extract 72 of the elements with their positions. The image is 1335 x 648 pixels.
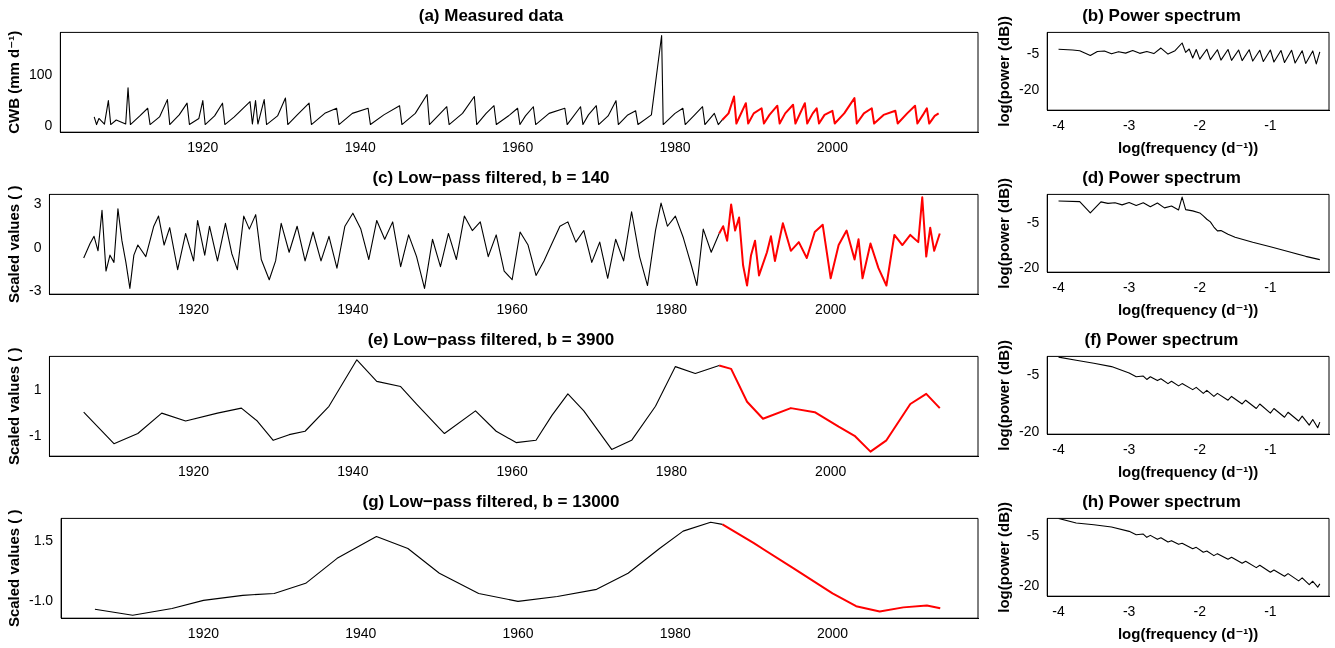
y-axis-title: Scaled values ( ) <box>5 509 23 628</box>
chart-title: (f) Power spectrum <box>1084 329 1239 349</box>
y-axis-title: log(power (dB)) <box>995 15 1013 127</box>
x-tick-label: 2000 <box>816 625 849 642</box>
x-tick-label: -4 <box>1052 279 1065 296</box>
chart-title: (b) Power spectrum <box>1082 5 1241 25</box>
x-tick-label: -4 <box>1052 603 1065 620</box>
x-tick-label: 1920 <box>187 139 219 156</box>
y-tick-label: -5 <box>1026 45 1040 62</box>
chart-title: (a) Measured data <box>418 5 564 25</box>
x-tick-label: -3 <box>1122 279 1136 296</box>
chart-title: (c) Low−pass filtered, b = 140 <box>372 167 610 187</box>
x-axis-title: log(frequency (d⁻¹)) <box>1117 301 1259 319</box>
y-axis-title: Scaled values ( ) <box>5 347 23 466</box>
x-tick-label: 1960 <box>502 625 534 642</box>
x-tick-label: -4 <box>1052 117 1065 134</box>
x-tick-label: 1940 <box>337 463 369 480</box>
x-tick-label: 1940 <box>337 301 369 318</box>
x-tick-label: -2 <box>1193 441 1207 458</box>
x-tick-label: 1960 <box>496 301 528 318</box>
x-tick-label: 1960 <box>502 139 534 156</box>
x-tick-label: -2 <box>1193 117 1207 134</box>
y-axis-title: log(power (dB)) <box>995 177 1013 289</box>
x-tick-label: 1980 <box>659 625 692 642</box>
y-tick-label: -1.0 <box>29 592 54 609</box>
y-tick-label: 1.5 <box>33 532 54 549</box>
x-tick-label: 1980 <box>655 301 688 318</box>
y-axis-title: Scaled values ( ) <box>5 185 23 304</box>
x-tick-label: 2000 <box>815 463 847 480</box>
y-tick-label: -20 <box>1019 576 1040 593</box>
x-tick-label: -3 <box>1122 117 1136 134</box>
x-tick-label: 1940 <box>344 139 376 156</box>
y-tick-label: -1 <box>29 426 42 443</box>
x-tick-label: 1920 <box>178 463 210 480</box>
x-tick-label: 2000 <box>815 301 847 318</box>
chart-title: (g) Low−pass filtered, b = 13000 <box>362 491 620 511</box>
y-tick-label: -5 <box>1026 366 1040 383</box>
y-axis-title: CWB (mm d⁻¹) <box>5 30 23 134</box>
y-tick-label: 0 <box>44 116 53 133</box>
chart-title: (h) Power spectrum <box>1082 491 1241 511</box>
y-tick-label: -20 <box>1019 81 1040 98</box>
x-tick-label: -4 <box>1052 441 1065 458</box>
y-tick-label: -20 <box>1019 259 1040 276</box>
x-tick-label: 1980 <box>659 139 691 156</box>
y-tick-label: 1 <box>33 381 42 398</box>
x-tick-label: -3 <box>1122 603 1136 620</box>
x-tick-label: 1980 <box>655 463 688 480</box>
y-axis-title: log(power (dB)) <box>995 501 1013 613</box>
x-tick-label: 1920 <box>187 625 220 642</box>
x-tick-label: -1 <box>1264 117 1277 134</box>
x-tick-label: 1920 <box>178 301 210 318</box>
y-tick-label: -5 <box>1026 526 1040 543</box>
y-axis-title: log(power (dB)) <box>995 339 1013 451</box>
y-tick-label: -20 <box>1019 422 1040 439</box>
y-tick-label: 0 <box>33 238 42 255</box>
x-tick-label: 1960 <box>496 463 528 480</box>
x-tick-label: 2000 <box>816 139 849 156</box>
x-tick-label: -1 <box>1264 441 1277 458</box>
x-axis-title: log(frequency (d⁻¹)) <box>1117 625 1259 643</box>
x-tick-label: -1 <box>1264 279 1277 296</box>
chart-title: (e) Low−pass filtered, b = 3900 <box>367 329 615 349</box>
x-tick-label: 1940 <box>345 625 377 642</box>
x-axis-title: log(frequency (d⁻¹)) <box>1117 463 1259 481</box>
x-tick-label: -2 <box>1193 603 1207 620</box>
y-tick-label: 3 <box>33 195 42 212</box>
x-axis-title: log(frequency (d⁻¹)) <box>1117 139 1259 157</box>
y-tick-label: -5 <box>1026 214 1040 231</box>
x-tick-label: -3 <box>1122 441 1136 458</box>
y-tick-label: 100 <box>29 66 53 83</box>
x-tick-label: -1 <box>1264 603 1277 620</box>
x-tick-label: -2 <box>1193 279 1207 296</box>
chart-title: (d) Power spectrum <box>1082 167 1241 187</box>
